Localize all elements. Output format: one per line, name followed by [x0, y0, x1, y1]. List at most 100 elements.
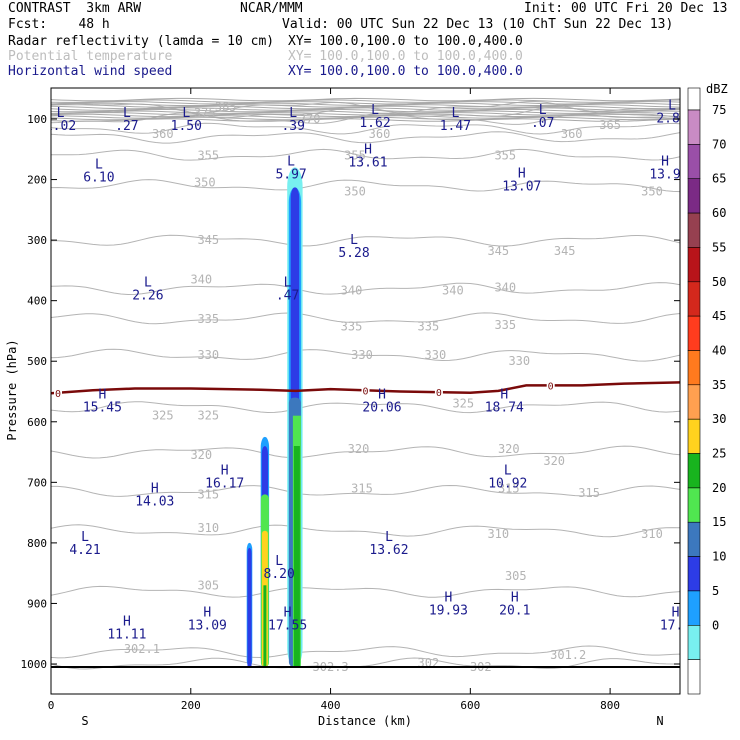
theta-label: 320 [498, 442, 520, 456]
wind-extremum-value: 1.02 [45, 119, 76, 134]
header-line1-right: Init: 00 UTC Fri 20 Dec 13 [524, 1, 728, 16]
wind-extremum-value: 19.93 [429, 603, 468, 618]
colorbar-label: 65 [712, 172, 726, 186]
field-reflectivity-xy: XY= 100.0,100.0 to 100.0,400.0 [288, 34, 523, 49]
wind-extremum-value: 20.06 [362, 401, 401, 416]
colorbar-label: 5 [712, 584, 719, 598]
wind-extremum-value: .47 [276, 289, 299, 304]
theta-label: 345 [554, 244, 576, 258]
theta-label: 340 [341, 283, 363, 297]
theta-label: 305 [197, 578, 219, 592]
colorbar-swatch [687, 487, 701, 523]
wind-extremum-marker: L [57, 106, 65, 121]
reflectivity-core [263, 585, 267, 667]
freezing-level-label: 0 [436, 388, 442, 399]
wind-extremum-marker: H [378, 388, 386, 403]
theta-label: 310 [641, 527, 663, 541]
theta-label: 360 [561, 127, 583, 141]
wind-extremum-marker: H [511, 590, 519, 605]
y-tick-label: 100 [27, 113, 47, 126]
wind-extremum-marker: L [289, 106, 297, 121]
wind-extremum-marker: H [151, 481, 159, 496]
colorbar-swatch [687, 556, 701, 592]
theta-contour [51, 116, 680, 121]
freezing-level-label: 0 [55, 389, 61, 400]
colorbar-swatch [687, 521, 701, 557]
wind-extremum-value: 10.92 [488, 476, 527, 491]
wind-extremum-value: 8.20 [264, 567, 295, 582]
colorbar-swatch [687, 315, 701, 351]
header-line2-left: Fcst: 48 h [8, 17, 110, 32]
wind-extremum-value: 16.17 [205, 476, 244, 491]
wind-extremum-value: 13.61 [348, 155, 387, 170]
colorbar-label: 55 [712, 240, 726, 254]
theta-contour [51, 348, 680, 362]
reflectivity-core [290, 203, 299, 398]
y-tick-label: 300 [27, 234, 47, 247]
wind-extremum-marker: L [371, 103, 379, 118]
colorbar-swatch [687, 350, 701, 386]
wind-extremum-marker: L [287, 154, 295, 169]
theta-contour [51, 484, 680, 497]
colorbar-swatch [687, 384, 701, 420]
colorbar-swatch [687, 109, 701, 145]
theta-label: 310 [197, 521, 219, 535]
plot-frame [50, 87, 681, 695]
colorbar-swatch [687, 247, 701, 283]
colorbar-swatch [687, 659, 701, 695]
wind-extremum-value: 1.62 [359, 116, 390, 131]
wind-extremum-marker: H [500, 388, 508, 403]
theta-contour [51, 445, 680, 459]
theta-label: 325 [197, 409, 219, 423]
field-theta-xy: XY= 100.0,100.0 to 100.0,400.0 [288, 49, 523, 64]
reflectivity-core [247, 561, 252, 668]
y-tick-label: 900 [27, 597, 47, 610]
theta-label: 345 [487, 244, 509, 258]
theta-contour [51, 585, 680, 598]
wind-extremum-value: 14.03 [135, 494, 174, 509]
colorbar-label: 60 [712, 206, 726, 220]
theta-label: 315 [351, 481, 373, 495]
wind-extremum-value: 13.62 [369, 543, 408, 558]
x-end-label-right: N [656, 714, 663, 728]
wind-extremum-marker: L [350, 233, 358, 248]
theta-label: 345 [197, 233, 219, 247]
wind-extremum-value: .07 [531, 116, 554, 131]
header-line2-right: Valid: 00 UTC Sun 22 Dec 13 (10 ChT Sun … [282, 17, 674, 32]
theta-label: 350 [344, 185, 366, 199]
theta-contour [51, 179, 680, 193]
theta-label: 320 [348, 442, 370, 456]
colorbar-label: 40 [712, 344, 726, 358]
field-reflectivity-name: Radar reflectivity (lamda = 10 cm) [8, 34, 275, 49]
colorbar-label: 10 [712, 550, 726, 564]
theta-contour [51, 97, 680, 102]
wind-extremum-marker: H [672, 606, 680, 621]
freezing-level-label: 0 [548, 381, 554, 392]
theta-contour [51, 115, 680, 119]
wind-extremum-marker: L [284, 276, 292, 291]
theta-label: 330 [351, 348, 373, 362]
wind-extremum-value: 1.50 [171, 119, 202, 134]
wind-extremum-marker: H [518, 167, 526, 182]
y-tick-label: 600 [27, 416, 47, 429]
wind-extremum-value: 11.11 [107, 628, 146, 643]
wind-extremum-marker: L [451, 106, 459, 121]
colorbar-swatch [687, 418, 701, 454]
wind-extremum-marker: H [203, 606, 211, 621]
wind-extremum-marker: L [144, 276, 152, 291]
theta-contour [51, 107, 680, 111]
theta-label: 335 [341, 320, 363, 334]
theta-label: 330 [197, 348, 219, 362]
x-tick-label: 800 [600, 699, 620, 712]
theta-label: 375 [194, 106, 216, 120]
wind-extremum-marker: L [504, 463, 512, 478]
wind-extremum-value: 20.1 [499, 603, 530, 618]
colorbar-swatch [687, 624, 701, 660]
x-tick-label: 400 [321, 699, 341, 712]
wind-extremum-value: 4.21 [69, 543, 100, 558]
theta-label: 301.2 [550, 648, 586, 662]
x-end-label-left: S [81, 714, 88, 728]
theta-contour [51, 122, 680, 135]
